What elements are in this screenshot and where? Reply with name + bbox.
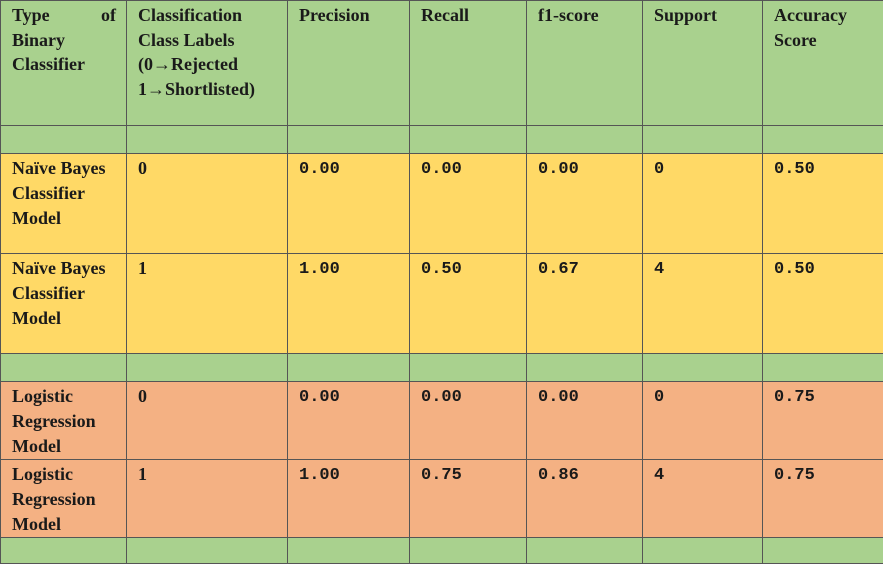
f1-value: 0.67	[527, 254, 643, 354]
f1-value: 0.00	[527, 154, 643, 254]
model-name: Logistic Regression Model	[1, 382, 127, 460]
header-accuracy-score: Accuracy Score	[763, 1, 883, 126]
spacer-cell	[127, 354, 288, 382]
spacer-cell	[643, 538, 763, 564]
spacer-cell	[410, 126, 527, 154]
header-class-labels-line4: 1→Shortlisted)	[138, 77, 277, 102]
accuracy-value: 0.50	[763, 254, 883, 354]
class-label: 1	[127, 460, 288, 538]
model-name: Logistic Regression Model	[1, 460, 127, 538]
spacer-row	[1, 538, 883, 564]
spacer-cell	[527, 126, 643, 154]
spacer-cell	[763, 538, 883, 564]
spacer-cell	[1, 126, 127, 154]
spacer-cell	[127, 126, 288, 154]
header-row: Type of Binary Classifier Classification…	[1, 1, 883, 126]
model-name: Naïve Bayes Classifier Model	[1, 254, 127, 354]
spacer-cell	[527, 354, 643, 382]
header-class-labels-line3: (0→Rejected	[138, 52, 277, 77]
accuracy-value: 0.50	[763, 154, 883, 254]
spacer-cell	[410, 538, 527, 564]
recall-value: 0.75	[410, 460, 527, 538]
precision-value: 1.00	[288, 254, 410, 354]
table-row: Naïve Bayes Classifier Model 1 1.00 0.50…	[1, 254, 883, 354]
spacer-cell	[410, 354, 527, 382]
header-f1-score: f1-score	[527, 1, 643, 126]
spacer-cell	[127, 538, 288, 564]
accuracy-value: 0.75	[763, 460, 883, 538]
spacer-cell	[1, 354, 127, 382]
spacer-row	[1, 126, 883, 154]
table-row: Naïve Bayes Classifier Model 0 0.00 0.00…	[1, 154, 883, 254]
precision-value: 0.00	[288, 154, 410, 254]
f1-value: 0.86	[527, 460, 643, 538]
spacer-cell	[288, 126, 410, 154]
table-row: Logistic Regression Model 1 1.00 0.75 0.…	[1, 460, 883, 538]
header-of-word: of	[101, 3, 116, 28]
support-value: 0	[643, 154, 763, 254]
recall-value: 0.50	[410, 254, 527, 354]
class-label: 0	[127, 154, 288, 254]
header-class-labels-line1: Classification	[138, 3, 277, 28]
precision-value: 1.00	[288, 460, 410, 538]
header-class-labels-line2: Class Labels	[138, 28, 277, 53]
header-recall: Recall	[410, 1, 527, 126]
spacer-cell	[288, 538, 410, 564]
header-type-rest: Binary Classifier	[12, 28, 116, 77]
precision-value: 0.00	[288, 382, 410, 460]
spacer-cell	[763, 354, 883, 382]
support-value: 0	[643, 382, 763, 460]
recall-value: 0.00	[410, 382, 527, 460]
f1-value: 0.00	[527, 382, 643, 460]
support-value: 4	[643, 460, 763, 538]
header-support: Support	[643, 1, 763, 126]
support-value: 4	[643, 254, 763, 354]
header-type-of-binary-classifier: Type of Binary Classifier	[1, 1, 127, 126]
model-name: Naïve Bayes Classifier Model	[1, 154, 127, 254]
spacer-cell	[643, 354, 763, 382]
table-row: Logistic Regression Model 0 0.00 0.00 0.…	[1, 382, 883, 460]
class-label: 0	[127, 382, 288, 460]
recall-value: 0.00	[410, 154, 527, 254]
accuracy-value: 0.75	[763, 382, 883, 460]
spacer-cell	[527, 538, 643, 564]
header-class-labels: Classification Class Labels (0→Rejected …	[127, 1, 288, 126]
spacer-cell	[763, 126, 883, 154]
spacer-cell	[288, 354, 410, 382]
header-precision: Precision	[288, 1, 410, 126]
header-type-word: Type	[12, 3, 50, 28]
spacer-cell	[643, 126, 763, 154]
spacer-row	[1, 354, 883, 382]
spacer-cell	[1, 538, 127, 564]
class-label: 1	[127, 254, 288, 354]
